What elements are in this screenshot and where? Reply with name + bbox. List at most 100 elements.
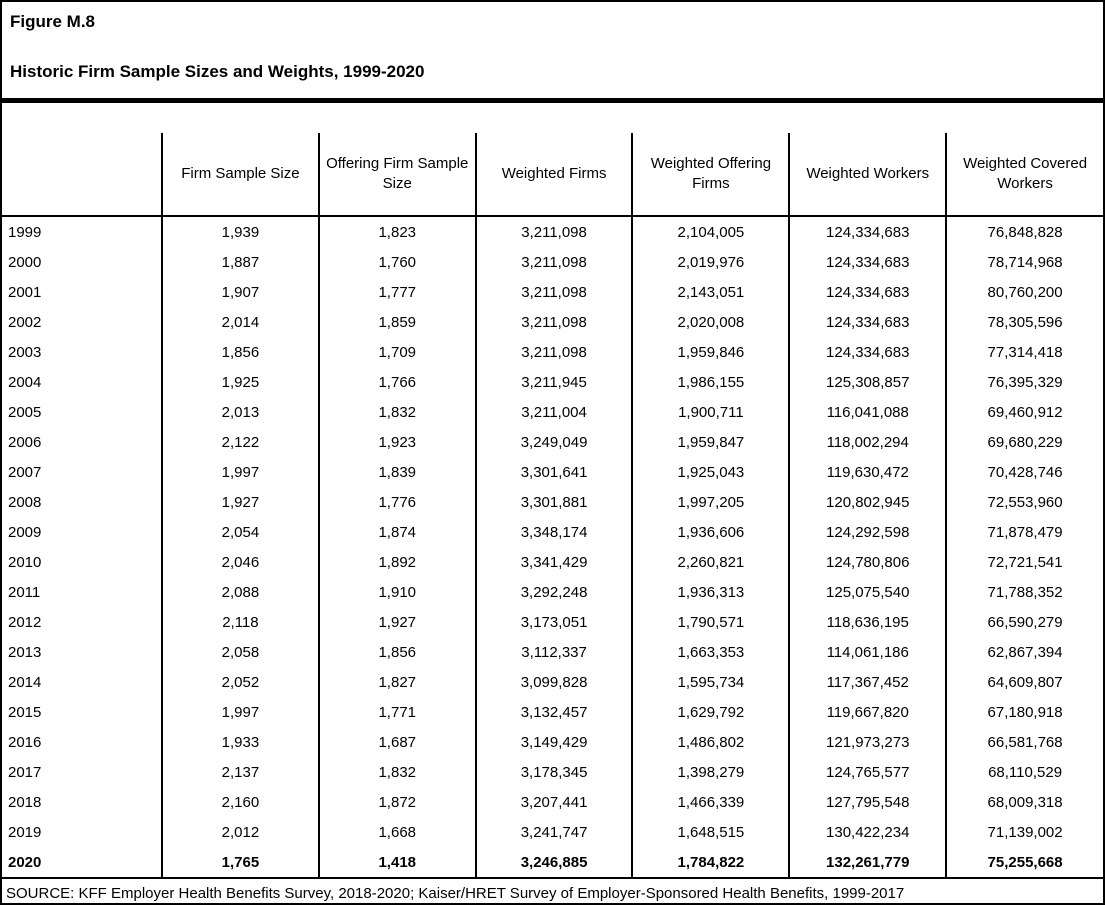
value-cell: 64,609,807	[945, 667, 1103, 697]
value-cell: 78,714,968	[945, 247, 1103, 277]
table-row: 2012 2,118 1,927 3,173,051 1,790,571 118,636,…	[2, 607, 1103, 637]
page-title: Historic Firm Sample Sizes and Weights, …	[10, 62, 425, 81]
value-cell: 1,872	[317, 787, 476, 817]
value-cell: 1,760	[317, 247, 476, 277]
value-cell: 1,663,353	[631, 637, 790, 667]
table-row: 2018 2,160 1,872 3,207,441 1,466,339 127,795,…	[2, 787, 1103, 817]
value-cell: 124,334,683	[788, 247, 947, 277]
value-cell: 3,211,945	[474, 367, 633, 397]
table-row: 2003 1,856 1,709 3,211,098 1,959,846 124,334,…	[2, 337, 1103, 367]
year-cell: 2001	[8, 283, 42, 301]
value-cell: 3,211,098	[474, 277, 633, 307]
column-header-weighted-workers: Weighted Workers	[788, 133, 947, 217]
value-cell: 124,765,577	[788, 757, 947, 787]
year-cell: 2002	[8, 313, 42, 331]
table-row: 2016 1,933 1,687 3,149,429 1,486,802 121,973,…	[2, 727, 1103, 757]
value-cell: 76,848,828	[945, 216, 1103, 247]
year-cell: 2014	[8, 673, 42, 691]
column-header-year	[2, 133, 162, 217]
value-cell: 2,014	[161, 307, 319, 337]
table-body: 1999 1,939 1,823 3,211,098 2,104,005 124,334,…	[2, 216, 1103, 879]
value-cell: 118,636,195	[788, 607, 947, 637]
value-cell: 3,173,051	[474, 607, 633, 637]
source-note: SOURCE: KFF Employer Health Benefits Sur…	[6, 885, 905, 902]
value-cell: 3,246,885	[474, 847, 633, 879]
figure-label: Figure M.8	[10, 12, 96, 31]
value-cell: 1,959,846	[631, 337, 790, 367]
value-cell: 1,832	[317, 397, 476, 427]
value-cell: 1,595,734	[631, 667, 790, 697]
year-cell: 2003	[8, 343, 42, 361]
value-cell: 1,766	[317, 367, 476, 397]
value-cell: 1,959,847	[631, 427, 790, 457]
value-cell: 3,149,429	[474, 727, 633, 757]
year-cell: 2018	[8, 793, 42, 811]
value-cell: 124,334,683	[788, 307, 947, 337]
value-cell: 67,180,918	[945, 697, 1103, 727]
value-cell: 1,648,515	[631, 817, 790, 847]
value-cell: 3,249,049	[474, 427, 633, 457]
value-cell: 1,910	[317, 577, 476, 607]
table-row: 2002 2,014 1,859 3,211,098 2,020,008 124,334,…	[2, 307, 1103, 337]
value-cell: 1,668	[317, 817, 476, 847]
value-cell: 71,878,479	[945, 517, 1103, 547]
value-cell: 2,122	[161, 427, 319, 457]
value-cell: 3,211,098	[474, 216, 633, 247]
value-cell: 76,395,329	[945, 367, 1103, 397]
value-cell: 1,823	[317, 216, 476, 247]
column-header-weighted-firms: Weighted Firms	[474, 133, 633, 217]
year-cell: 2013	[8, 643, 42, 661]
table-row: 2017 2,137 1,832 3,178,345 1,398,279 124,765,…	[2, 757, 1103, 787]
table-row: 2010 2,046 1,892 3,341,429 2,260,821 124,780,…	[2, 547, 1103, 577]
value-cell: 2,118	[161, 607, 319, 637]
value-cell: 118,002,294	[788, 427, 947, 457]
value-cell: 1,418	[317, 847, 476, 879]
table-row: 2000 1,887 1,760 3,211,098 2,019,976 124,334,…	[2, 247, 1103, 277]
value-cell: 80,760,200	[945, 277, 1103, 307]
value-cell: 1,466,339	[631, 787, 790, 817]
value-cell: 2,046	[161, 547, 319, 577]
value-cell: 1,997	[161, 697, 319, 727]
value-cell: 2,058	[161, 637, 319, 667]
table-row: 2006 2,122 1,923 3,249,049 1,959,847 118,002,…	[2, 427, 1103, 457]
value-cell: 119,667,820	[788, 697, 947, 727]
value-cell: 3,211,004	[474, 397, 633, 427]
value-cell: 1,776	[317, 487, 476, 517]
value-cell: 3,211,098	[474, 307, 633, 337]
value-cell: 2,088	[161, 577, 319, 607]
year-cell: 2004	[8, 373, 42, 391]
value-cell: 2,019,976	[631, 247, 790, 277]
column-header-weighted-offering-firms: Weighted Offering Firms	[631, 133, 790, 217]
value-cell: 2,104,005	[631, 216, 790, 247]
year-cell: 2011	[8, 583, 41, 601]
value-cell: 1,629,792	[631, 697, 790, 727]
table-row: 2007 1,997 1,839 3,301,641 1,925,043 119,630,…	[2, 457, 1103, 487]
value-cell: 1,933	[161, 727, 319, 757]
value-cell: 69,460,912	[945, 397, 1103, 427]
value-cell: 1,907	[161, 277, 319, 307]
value-cell: 2,260,821	[631, 547, 790, 577]
value-cell: 1,784,822	[631, 847, 790, 879]
year-cell: 2020	[2, 847, 162, 879]
value-cell: 71,139,002	[945, 817, 1103, 847]
year-cell: 2006	[8, 433, 42, 451]
year-cell: 2008	[8, 493, 42, 511]
value-cell: 2,013	[161, 397, 319, 427]
value-cell: 1,997,205	[631, 487, 790, 517]
table-row: 2014 2,052 1,827 3,099,828 1,595,734 117,367,…	[2, 667, 1103, 697]
value-cell: 124,334,683	[788, 277, 947, 307]
value-cell: 124,334,683	[788, 337, 947, 367]
data-table: Firm Sample Size Offering Firm Sample Si…	[2, 133, 1103, 879]
value-cell: 71,788,352	[945, 577, 1103, 607]
value-cell: 1,939	[161, 216, 319, 247]
table-row: 2011 2,088 1,910 3,292,248 1,936,313 125,075,…	[2, 577, 1103, 607]
value-cell: 2,054	[161, 517, 319, 547]
table-row: 2015 1,997 1,771 3,132,457 1,629,792 119,667,…	[2, 697, 1103, 727]
table-row: 2020 1,765 1,418 3,246,885 1,784,822 132,261,…	[2, 847, 1103, 879]
value-cell: 2,160	[161, 787, 319, 817]
value-cell: 130,422,234	[788, 817, 947, 847]
table-row: 2008 1,927 1,776 3,301,881 1,997,205 120,802,…	[2, 487, 1103, 517]
column-header-firm-sample-size: Firm Sample Size	[161, 133, 319, 217]
year-cell: 2010	[8, 553, 42, 571]
value-cell: 1,777	[317, 277, 476, 307]
